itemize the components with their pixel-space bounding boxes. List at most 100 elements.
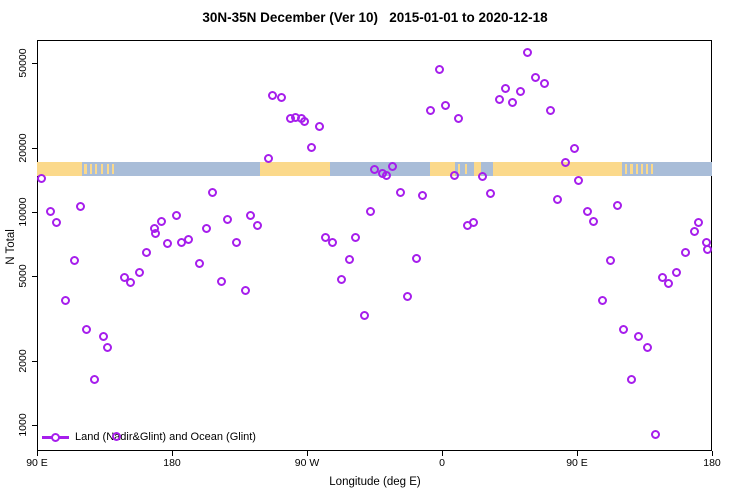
- data-point: [381, 171, 391, 181]
- data-point: [634, 332, 644, 342]
- data-point: [194, 259, 204, 269]
- data-point: [163, 239, 173, 249]
- data-point: [350, 232, 360, 242]
- data-point: [693, 218, 703, 228]
- x-axis-tick: [172, 451, 173, 456]
- data-point: [307, 143, 317, 153]
- map-strip-land: [430, 162, 456, 176]
- y-axis-tick-label: 20000: [17, 133, 29, 163]
- x-axis-tick: [577, 451, 578, 456]
- map-strip-island: [640, 164, 643, 174]
- data-point: [112, 432, 122, 442]
- data-point: [314, 122, 324, 132]
- data-point: [663, 279, 673, 289]
- x-axis-tick-label: 180: [163, 457, 181, 469]
- data-point: [582, 206, 592, 216]
- data-point: [98, 332, 108, 342]
- data-point: [387, 161, 397, 171]
- y-axis-tick: [32, 425, 37, 426]
- data-point: [605, 256, 615, 266]
- data-point: [671, 267, 681, 277]
- map-strip-land: [37, 162, 82, 176]
- data-point: [411, 253, 421, 263]
- data-point: [626, 374, 636, 384]
- data-point: [151, 229, 161, 239]
- data-point: [359, 311, 369, 321]
- data-point: [569, 144, 579, 154]
- map-strip-island: [625, 164, 628, 174]
- y-axis-tick: [32, 360, 37, 362]
- map-strip-island: [112, 164, 114, 174]
- data-point: [263, 153, 273, 163]
- legend-label: Land (Nadir&Glint) and Ocean (Glint): [75, 431, 256, 443]
- data-point: [103, 343, 113, 353]
- plot-area: [37, 40, 712, 451]
- data-point: [530, 73, 540, 83]
- y-axis-tick: [32, 147, 37, 149]
- data-point: [522, 48, 532, 58]
- data-point: [434, 64, 444, 74]
- map-strip-land: [260, 162, 330, 176]
- data-point: [240, 286, 250, 296]
- data-point: [134, 267, 144, 277]
- y-axis-tick: [32, 212, 37, 213]
- x-axis-tick-label: 0: [439, 457, 445, 469]
- map-strip-island: [84, 164, 87, 174]
- map-strip-land: [492, 162, 622, 176]
- data-point: [172, 211, 182, 221]
- data-point: [395, 188, 405, 198]
- x-axis-tick-label: 90 E: [566, 457, 588, 469]
- data-point: [650, 430, 660, 440]
- data-point: [574, 176, 584, 186]
- data-point: [365, 206, 375, 216]
- data-point: [276, 93, 286, 103]
- data-point: [689, 227, 699, 237]
- x-axis-title: Longitude (deg E): [329, 476, 421, 488]
- data-point: [403, 292, 413, 302]
- legend-circle-symbol: [51, 432, 60, 442]
- data-point: [589, 217, 599, 227]
- x-axis-tick: [37, 451, 38, 456]
- data-point: [89, 374, 99, 384]
- map-strip-island: [94, 164, 97, 174]
- data-point: [46, 206, 56, 216]
- data-point: [680, 248, 690, 258]
- data-point: [183, 235, 193, 245]
- data-point: [560, 158, 570, 168]
- data-point: [299, 116, 309, 126]
- data-point: [485, 189, 495, 199]
- y-axis-tick-label: 5000: [17, 264, 29, 288]
- data-point: [336, 275, 346, 285]
- data-point: [657, 272, 667, 282]
- data-point: [202, 223, 212, 233]
- map-strip-island: [650, 164, 653, 174]
- data-point: [217, 276, 227, 286]
- map-strip-island: [106, 164, 109, 174]
- map-strip-island: [464, 164, 467, 174]
- data-point: [36, 174, 46, 184]
- x-axis-tick: [712, 451, 713, 456]
- data-point: [613, 201, 623, 211]
- data-point: [553, 194, 563, 204]
- y-axis-tick-label: 10000: [17, 197, 29, 227]
- data-point: [320, 232, 330, 242]
- data-point: [60, 295, 70, 305]
- map-strip-island: [457, 164, 460, 174]
- x-axis-tick-label: 180: [703, 457, 721, 469]
- data-point: [268, 90, 278, 100]
- x-axis-tick-label: 90 E: [26, 457, 48, 469]
- map-strip-island: [100, 164, 103, 174]
- data-point: [231, 237, 241, 247]
- data-point: [515, 87, 525, 97]
- y-axis-tick: [32, 63, 37, 65]
- y-axis-tick-label: 50000: [17, 48, 29, 78]
- data-point: [454, 113, 464, 123]
- data-point: [76, 202, 86, 212]
- data-point: [51, 218, 61, 228]
- data-point: [545, 105, 555, 115]
- y-axis-tick-label: 2000: [17, 349, 29, 373]
- x-axis-tick-label: 90 W: [294, 457, 320, 469]
- data-point: [125, 278, 135, 288]
- y-axis-tick-label: 1000: [17, 413, 29, 437]
